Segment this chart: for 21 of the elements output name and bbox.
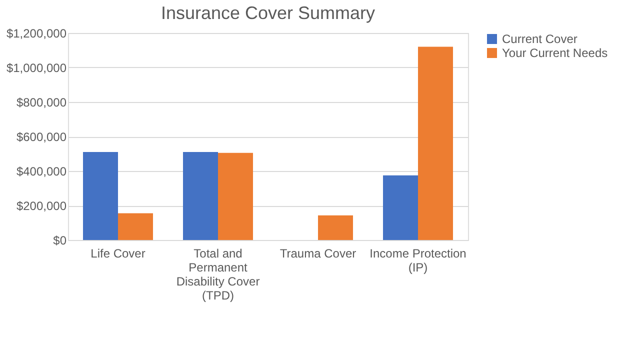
- y-tick-label: $600,000: [16, 130, 67, 144]
- y-tick-label: $400,000: [16, 164, 67, 178]
- legend-label: Your Current Needs: [502, 46, 608, 60]
- bar: [418, 46, 453, 240]
- x-tick-label: Life Cover: [90, 246, 146, 260]
- x-tick-label: Income Protection (IP): [370, 246, 466, 274]
- bar: [383, 175, 418, 240]
- bar: [183, 152, 218, 240]
- bar: [318, 215, 353, 240]
- chart-title: Insurance Cover Summary: [160, 3, 376, 23]
- x-tick-label: Trauma Cover: [280, 246, 356, 260]
- x-tick-label: Total and Permanent Disability Cover (TPD): [176, 246, 260, 302]
- y-tick-label: $800,000: [16, 96, 67, 110]
- y-tick-label: $200,000: [16, 199, 67, 213]
- y-tick-label: $1,000,000: [6, 61, 67, 75]
- y-tick-label: $0: [53, 234, 67, 248]
- bar: [83, 152, 118, 240]
- y-tick-label: $1,200,000: [6, 26, 67, 40]
- bar: [218, 152, 253, 240]
- legend-label: Current Cover: [502, 32, 578, 46]
- bar: [118, 213, 153, 240]
